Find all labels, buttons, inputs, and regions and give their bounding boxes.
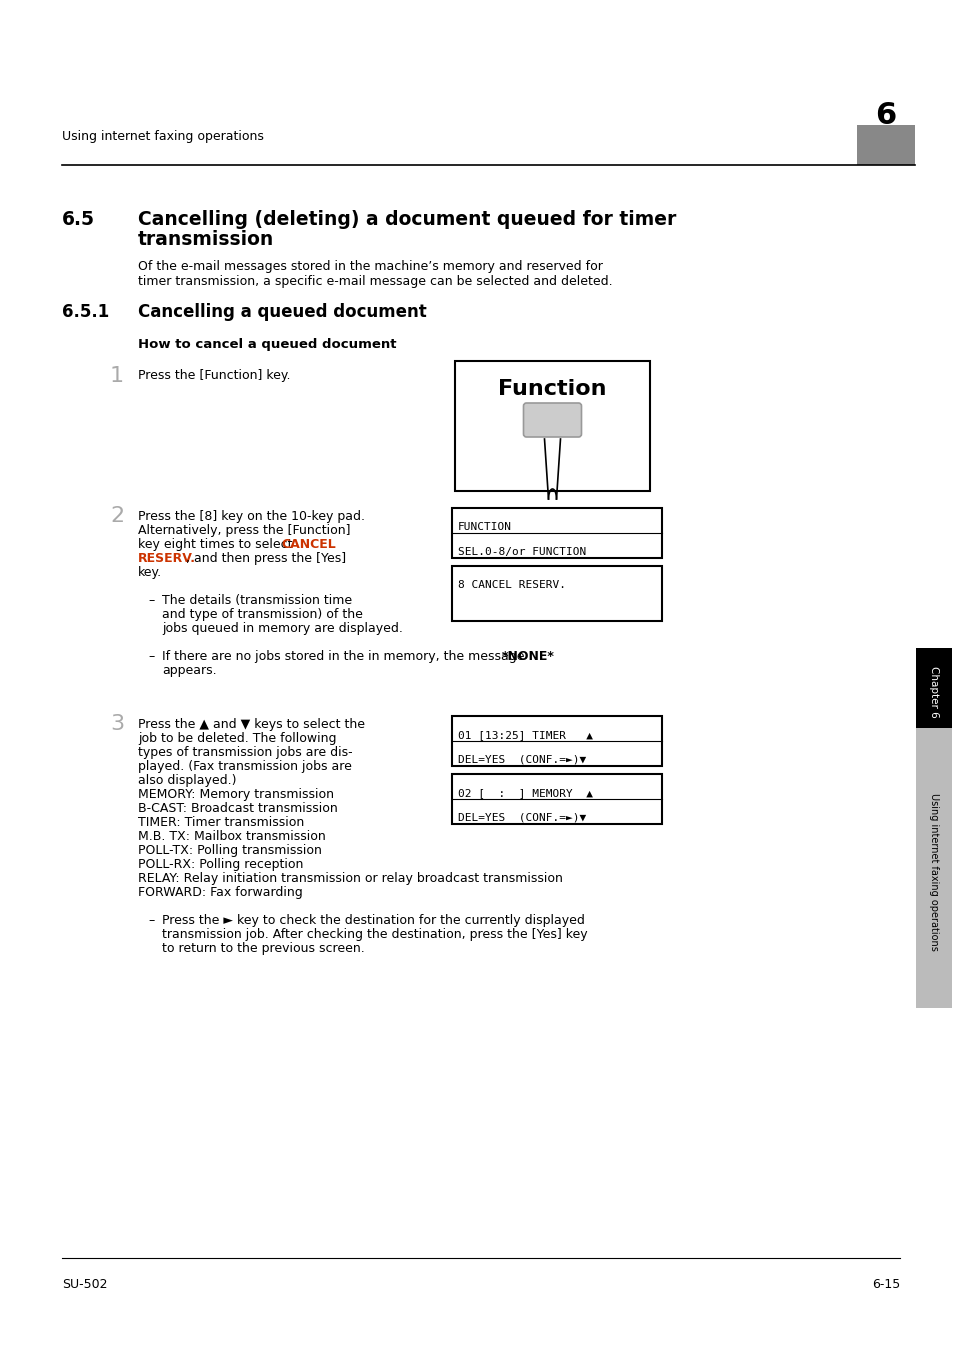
Text: FORWARD: Fax forwarding: FORWARD: Fax forwarding: [138, 886, 302, 898]
Text: 6-15: 6-15: [871, 1278, 899, 1292]
FancyBboxPatch shape: [523, 403, 581, 436]
Text: Of the e-mail messages stored in the machine’s memory and reserved for: Of the e-mail messages stored in the mac…: [138, 259, 602, 273]
Text: played. (Fax transmission jobs are: played. (Fax transmission jobs are: [138, 761, 352, 773]
Text: also displayed.): also displayed.): [138, 774, 236, 788]
Text: B-CAST: Broadcast transmission: B-CAST: Broadcast transmission: [138, 802, 337, 815]
Text: , and then press the [Yes]: , and then press the [Yes]: [186, 553, 346, 565]
Text: 2: 2: [110, 507, 124, 526]
Text: –: –: [148, 594, 154, 607]
Text: Cancelling (deleting) a document queued for timer: Cancelling (deleting) a document queued …: [138, 209, 676, 230]
Text: POLL-TX: Polling transmission: POLL-TX: Polling transmission: [138, 844, 321, 857]
Text: MEMORY: Memory transmission: MEMORY: Memory transmission: [138, 788, 334, 801]
Text: 3: 3: [110, 713, 124, 734]
Text: How to cancel a queued document: How to cancel a queued document: [138, 338, 396, 351]
Text: types of transmission jobs are dis-: types of transmission jobs are dis-: [138, 746, 353, 759]
Text: –: –: [148, 915, 154, 927]
Text: POLL-RX: Polling reception: POLL-RX: Polling reception: [138, 858, 303, 871]
Bar: [452, 716, 661, 766]
Text: Press the [Function] key.: Press the [Function] key.: [138, 369, 291, 382]
Text: appears.: appears.: [162, 663, 216, 677]
Text: Using internet faxing operations: Using internet faxing operations: [62, 130, 264, 143]
Text: M.B. TX: Mailbox transmission: M.B. TX: Mailbox transmission: [138, 830, 325, 843]
Bar: [455, 361, 649, 490]
Text: TIMER: Timer transmission: TIMER: Timer transmission: [138, 816, 304, 830]
Bar: [452, 774, 661, 824]
Text: 1: 1: [110, 366, 124, 386]
Bar: [856, 126, 914, 165]
Text: Press the ▲ and ▼ keys to select the: Press the ▲ and ▼ keys to select the: [138, 717, 365, 731]
Text: transmission job. After checking the destination, press the [Yes] key: transmission job. After checking the des…: [162, 928, 587, 942]
Bar: [452, 566, 661, 621]
Text: job to be deleted. The following: job to be deleted. The following: [138, 732, 336, 744]
Text: Press the ► key to check the destination for the currently displayed: Press the ► key to check the destination…: [162, 915, 584, 927]
Text: to return to the previous screen.: to return to the previous screen.: [162, 942, 364, 955]
Text: jobs queued in memory are displayed.: jobs queued in memory are displayed.: [162, 621, 402, 635]
Bar: [452, 508, 661, 558]
Text: Alternatively, press the [Function]: Alternatively, press the [Function]: [138, 524, 350, 536]
Text: DEL=YES  (CONF.=►)▼: DEL=YES (CONF.=►)▼: [457, 813, 586, 823]
Text: 01 [13:25] TIMER   ▲: 01 [13:25] TIMER ▲: [457, 730, 593, 740]
Text: 8 CANCEL RESERV.: 8 CANCEL RESERV.: [457, 580, 565, 590]
Text: –: –: [148, 650, 154, 663]
Text: DEL=YES  (CONF.=►)▼: DEL=YES (CONF.=►)▼: [457, 755, 586, 765]
Text: transmission: transmission: [138, 230, 274, 249]
Text: RESERV.: RESERV.: [138, 553, 195, 565]
Text: Using internet faxing operations: Using internet faxing operations: [928, 793, 938, 951]
Text: 02 [  :  ] MEMORY  ▲: 02 [ : ] MEMORY ▲: [457, 788, 593, 798]
Text: SEL.0-8/or FUNCTION: SEL.0-8/or FUNCTION: [457, 547, 586, 557]
Text: *NONE*: *NONE*: [501, 650, 555, 663]
Bar: [915, 728, 951, 1008]
Text: and type of transmission) of the: and type of transmission) of the: [162, 608, 362, 621]
Text: SU-502: SU-502: [62, 1278, 108, 1292]
Text: If there are no jobs stored in the in memory, the message: If there are no jobs stored in the in me…: [162, 650, 528, 663]
Text: Chapter 6: Chapter 6: [928, 666, 938, 717]
Text: RELAY: Relay initiation transmission or relay broadcast transmission: RELAY: Relay initiation transmission or …: [138, 871, 562, 885]
Text: 6.5.1: 6.5.1: [62, 303, 110, 322]
Text: The details (transmission time: The details (transmission time: [162, 594, 352, 607]
Text: Cancelling a queued document: Cancelling a queued document: [138, 303, 426, 322]
Text: 6: 6: [875, 101, 896, 130]
Text: key.: key.: [138, 566, 162, 580]
Text: Press the [8] key on the 10-key pad.: Press the [8] key on the 10-key pad.: [138, 509, 365, 523]
Text: CANCEL: CANCEL: [281, 538, 335, 551]
Text: timer transmission, a specific e-mail message can be selected and deleted.: timer transmission, a specific e-mail me…: [138, 276, 612, 288]
Text: Function: Function: [497, 380, 606, 399]
Text: key eight times to select: key eight times to select: [138, 538, 296, 551]
Bar: [915, 648, 951, 728]
Text: 6.5: 6.5: [62, 209, 95, 230]
Text: FUNCTION: FUNCTION: [457, 521, 512, 532]
